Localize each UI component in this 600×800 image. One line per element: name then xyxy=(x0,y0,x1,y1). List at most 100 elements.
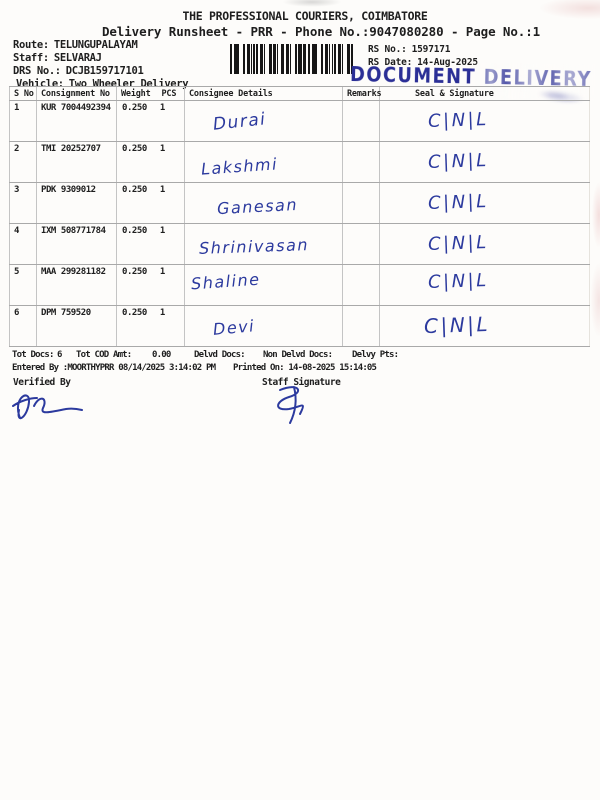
cell-weight: 0.250 xyxy=(122,267,147,277)
seal-handwriting: C|N|L xyxy=(427,149,490,174)
cell-consignee: Lakshmi xyxy=(185,142,343,182)
cell-sno: 1 xyxy=(9,101,37,141)
consignee-handwriting: Lakshmi xyxy=(200,154,279,179)
col-header-remarks: Remarks xyxy=(343,87,382,100)
table-row: 2 TMI 20252707 0.250 1 Lakshmi C|N|L xyxy=(9,142,590,183)
drs-value: DCJB159717101 xyxy=(65,65,144,77)
staff-label: Staff: xyxy=(13,52,49,64)
staff-signature xyxy=(277,386,304,424)
route-value: TELUNGUPALAYAM xyxy=(53,39,138,51)
seal-handwriting: C|N|L xyxy=(427,190,490,215)
cell-weight-pcs: 0.250 1 xyxy=(117,142,185,182)
consignee-handwriting: Shaline xyxy=(190,269,262,294)
rs-barcode xyxy=(230,44,353,74)
cell-weight: 0.250 xyxy=(122,226,147,236)
seal-handwriting: C|N|L xyxy=(427,108,490,133)
drs-label: DRS No.: xyxy=(13,65,61,77)
tot-docs-label: Tot Docs: xyxy=(12,350,54,360)
cell-weight: 0.250 xyxy=(122,144,147,154)
consignee-handwriting: Shrinivasan xyxy=(198,235,310,258)
rs-no-line: RS No.: 1597171 xyxy=(368,43,478,56)
col-header-pcs: PCS xyxy=(161,89,177,99)
delvd-docs-label: Delvd Docs: xyxy=(194,350,246,360)
cell-consignment: IXM 508771784 xyxy=(37,224,117,264)
rs-no-label: RS No.: xyxy=(368,44,407,55)
cell-pcs: 1 xyxy=(159,226,165,236)
printed-on-text: Printed On: 14-08-2025 15:14:05 xyxy=(233,363,377,373)
cell-seal: C|N|L xyxy=(380,101,590,141)
seal-handwriting: C|N|L xyxy=(423,311,491,339)
cell-weight-pcs: 0.250 1 xyxy=(117,224,185,264)
cell-consignee: Shaline xyxy=(185,265,343,305)
cell-seal: C|N|L xyxy=(380,183,590,223)
vehicle-value: Two Wheeler Delivery xyxy=(68,78,189,90)
cell-seal: C|N|L xyxy=(380,142,590,182)
cell-remarks xyxy=(343,101,380,141)
verified-by-signature xyxy=(12,394,83,420)
cell-weight: 0.250 xyxy=(122,308,147,318)
vehicle-line: Vehicle: Two Wheeler Delivery xyxy=(13,78,189,91)
col-header-weight: Weight xyxy=(121,89,151,99)
col-header-seal: Seal & Signature xyxy=(380,87,590,100)
cell-consignee: Devi xyxy=(185,306,343,346)
non-delvd-docs-label: Non Delvd Docs: xyxy=(263,350,333,360)
cell-weight-pcs: 0.250 1 xyxy=(117,101,185,141)
col-header-weight-pcs: Weight PCS xyxy=(117,87,185,100)
cell-consignment: TMI 20252707 xyxy=(37,142,117,182)
cell-weight: 0.250 xyxy=(122,103,147,113)
route-line: Route: TELUNGUPALAYAM xyxy=(13,39,188,52)
table-row: 5 MAA 299281182 0.250 1 Shaline C|N|L xyxy=(9,265,590,306)
cell-sno: 3 xyxy=(9,183,37,223)
col-header-sno: S No xyxy=(9,87,37,100)
consignee-handwriting: Durai xyxy=(212,109,268,135)
seal-handwriting: C|N|L xyxy=(427,231,490,256)
col-header-consignee: Consignee Details xyxy=(185,87,343,100)
table-row: 3 PDK 9309012 0.250 1 Ganesan C|N|L xyxy=(9,183,590,224)
tot-cod-value: 0.00 xyxy=(152,350,171,360)
verified-by-label: Verified By xyxy=(13,377,71,388)
table-header-row: S No Consignment No Weight PCS Consignee… xyxy=(9,87,590,101)
cell-remarks xyxy=(343,306,380,346)
cell-weight-pcs: 0.250 1 xyxy=(117,265,185,305)
runsheet-title-line: Delivery Runsheet - PRR - Phone No.:9047… xyxy=(101,24,541,39)
cell-remarks xyxy=(343,142,380,182)
staff-line: Staff: SELVARAJ xyxy=(13,52,188,65)
company-name: THE PROFESSIONAL COURIERS, COIMBATORE xyxy=(182,9,428,23)
seal-handwriting: C|N|L xyxy=(427,269,490,294)
cell-pcs: 1 xyxy=(159,103,165,113)
table-row: 4 IXM 508771784 0.250 1 Shrinivasan C|N|… xyxy=(9,224,590,265)
cell-pcs: 1 xyxy=(159,144,165,154)
consignments-table: S No Consignment No Weight PCS Consignee… xyxy=(9,86,590,347)
cell-sno: 2 xyxy=(9,142,37,182)
cell-sno: 5 xyxy=(9,265,37,305)
tot-cod-label: Tot COD Amt: xyxy=(76,350,132,360)
consignee-handwriting: Devi xyxy=(212,316,256,339)
table-row: 1 KUR 7004492394 0.250 1 Durai C|N|L xyxy=(9,101,590,142)
entered-by-text: Entered By :MOORTHYPRR 08/14/2025 3:14:0… xyxy=(12,363,216,373)
staff-value: SELVARAJ xyxy=(53,52,102,64)
cell-seal: C|N|L xyxy=(380,306,590,346)
cell-remarks xyxy=(343,183,380,223)
drs-line: DRS No.: DCJB159717101 xyxy=(13,65,188,78)
cell-sno: 6 xyxy=(9,306,37,346)
cell-weight: 0.250 xyxy=(122,185,147,195)
cell-pcs: 1 xyxy=(159,267,165,277)
cell-pcs: 1 xyxy=(159,185,165,195)
cell-consignee: Ganesan xyxy=(185,183,343,223)
cell-seal: C|N|L xyxy=(380,265,590,305)
delvy-pts-label: Delvy Pts: xyxy=(352,350,399,360)
cell-remarks xyxy=(343,265,380,305)
cell-remarks xyxy=(343,224,380,264)
cell-sno: 4 xyxy=(9,224,37,264)
cell-seal: C|N|L xyxy=(380,224,590,264)
consignee-handwriting: Ganesan xyxy=(216,194,299,219)
cell-weight-pcs: 0.250 1 xyxy=(117,306,185,346)
staff-signature-label: Staff Signature xyxy=(262,377,341,388)
cell-consignment: MAA 299281182 xyxy=(37,265,117,305)
cell-consignee: Durai xyxy=(185,101,343,141)
vehicle-label: Vehicle: xyxy=(16,78,64,90)
rs-no-value: 1597171 xyxy=(411,44,451,55)
col-header-consignment: Consignment No xyxy=(37,87,117,100)
cell-pcs: 1 xyxy=(159,308,165,318)
cell-consignment: KUR 7004492394 xyxy=(37,101,117,141)
